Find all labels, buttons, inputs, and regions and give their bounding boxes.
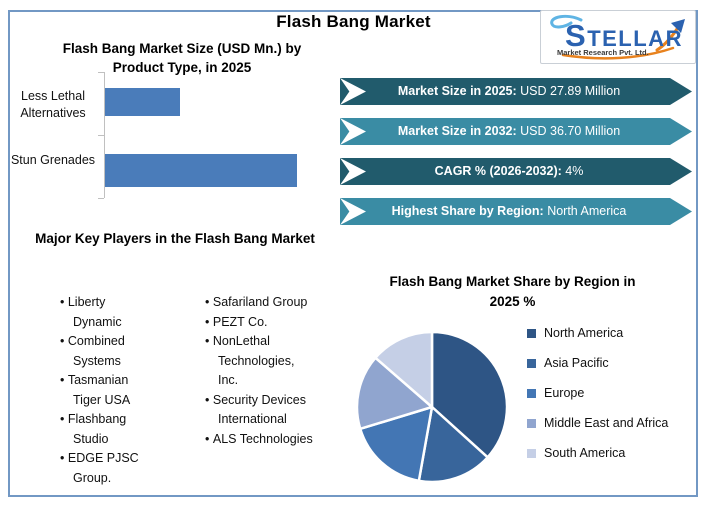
legend-swatch-icon: [527, 448, 536, 458]
list-item: Flashbang Studio: [47, 410, 143, 449]
list-item: EDGE PJSC Group.: [47, 449, 143, 488]
key-players-heading: Major Key Players in the Flash Bang Mark…: [35, 231, 315, 246]
bar-category-label: Less Lethal Alternatives: [20, 89, 86, 120]
logo-brand-text: STELLAR: [565, 18, 683, 53]
legend-item: North America: [527, 318, 668, 348]
pie-slice-north-america: [430, 330, 509, 459]
chevron-right-icon: [340, 118, 366, 145]
logo-swoosh-graphics: [550, 14, 685, 60]
banner-value: USD 27.89 Million: [520, 84, 621, 98]
banner-label: CAGR % (2026-2032):: [434, 164, 562, 178]
bar-less-lethal-alternatives: [105, 88, 180, 116]
legend-label: North America: [544, 326, 624, 340]
stat-banners: Market Size in 2025: USD 27.89 Million M…: [340, 78, 692, 238]
banner-market-size-2025: Market Size in 2025: USD 27.89 Million: [340, 78, 692, 105]
legend-item: Middle East and Africa: [527, 408, 668, 438]
legend-item: South America: [527, 438, 668, 468]
banner-value: 4%: [565, 164, 584, 178]
chevron-right-icon: [340, 78, 366, 105]
bar-chart-title: Flash Bang Market Size (USD Mn.) by Prod…: [62, 41, 302, 75]
list-item: PEZT Co.: [192, 313, 316, 333]
pie-slice-south-america: [374, 330, 434, 409]
banner-label: Highest Share by Region:: [391, 204, 544, 218]
axis-tick: [98, 135, 104, 136]
legend-item: Asia Pacific: [527, 348, 668, 378]
axis-tick: [98, 72, 104, 73]
legend-swatch-icon: [527, 328, 536, 338]
list-item: Safariland Group: [192, 293, 316, 313]
chevron-right-icon: [340, 198, 366, 225]
pie-slice-asia-pacific: [417, 405, 489, 484]
list-item: Tasmanian Tiger USA: [47, 371, 143, 410]
growth-arrow-icon: [655, 27, 679, 52]
legend-label: Europe: [544, 386, 585, 400]
banner-market-size-2032: Market Size in 2032: USD 36.70 Million: [340, 118, 692, 145]
axis-tick: [98, 198, 104, 199]
banner-value: USD 36.70 Million: [520, 124, 621, 138]
list-item: NonLethal Technologies, Inc.: [192, 332, 316, 391]
legend-swatch-icon: [527, 388, 536, 398]
list-item: Liberty Dynamic: [47, 293, 143, 332]
legend-label: Middle East and Africa: [544, 416, 669, 430]
banner-label: Market Size in 2032:: [397, 124, 517, 138]
page-title: Flash Bang Market: [276, 12, 431, 31]
pie-chart-title: Flash Bang Market Share by Region in 202…: [389, 274, 636, 309]
legend-label: Asia Pacific: [544, 356, 609, 370]
legend-item: Europe: [527, 378, 668, 408]
legend-label: South America: [544, 446, 626, 460]
banner-cagr: CAGR % (2026-2032): 4%: [340, 158, 692, 185]
bar-category-label: Stun Grenades: [10, 153, 96, 167]
logo-caption: Market Research Pvt. Ltd.: [557, 48, 649, 57]
key-players-column-2: Safariland Group PEZT Co. NonLethal Tech…: [192, 293, 316, 449]
banner-highest-share-region: Highest Share by Region: North America: [340, 198, 692, 225]
list-item: Combined Systems: [47, 332, 143, 371]
chevron-right-icon: [340, 158, 366, 185]
pie-slice-europe: [359, 405, 434, 483]
list-item: Security Devices International: [192, 391, 316, 430]
key-players-column-1: Liberty Dynamic Combined Systems Tasmani…: [47, 293, 143, 488]
bar-stun-grenades: [105, 154, 297, 187]
pie-slice-middle-east-and-africa: [355, 356, 434, 431]
legend-swatch-icon: [527, 358, 536, 368]
pie-legend: North America Asia Pacific Europe Middle…: [527, 318, 668, 468]
banner-label: Market Size in 2025:: [397, 84, 517, 98]
banner-value: North America: [547, 204, 627, 218]
stellar-logo: STELLAR Market Research Pvt. Ltd.: [540, 10, 696, 64]
pie-chart: [355, 330, 509, 484]
legend-swatch-icon: [527, 418, 536, 428]
bar-chart-axis: [104, 72, 105, 198]
list-item: ALS Technologies: [192, 430, 316, 450]
